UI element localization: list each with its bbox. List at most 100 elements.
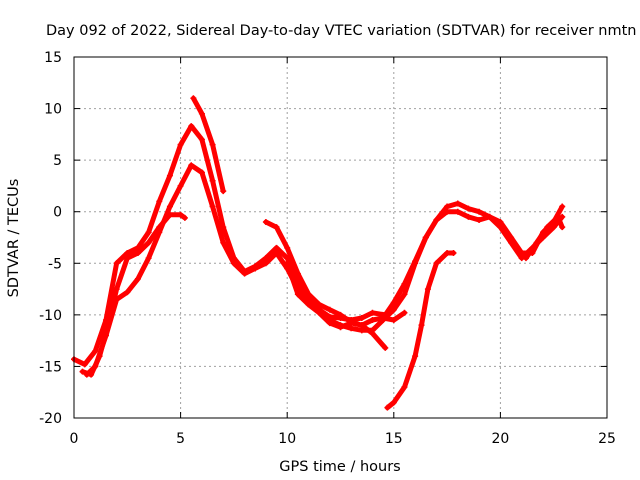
y-tick-label: 15 xyxy=(44,50,62,66)
data-point xyxy=(209,177,216,184)
data-point xyxy=(382,344,389,351)
data-point xyxy=(418,322,425,329)
x-tick-label: 5 xyxy=(176,431,185,447)
data-point xyxy=(508,239,515,246)
data-point xyxy=(305,291,312,298)
data-point xyxy=(326,306,333,313)
series-track-6 xyxy=(384,250,456,411)
data-point xyxy=(209,203,216,210)
data-point xyxy=(230,260,237,267)
data-point xyxy=(390,317,397,324)
data-point xyxy=(145,229,152,236)
data-point xyxy=(220,239,227,246)
data-point xyxy=(273,244,280,251)
data-point xyxy=(273,224,280,231)
data-point xyxy=(96,353,103,360)
data-point xyxy=(390,299,397,306)
data-point xyxy=(134,249,141,256)
data-point xyxy=(188,162,195,169)
data-point xyxy=(369,330,376,337)
data-point xyxy=(316,301,323,308)
data-point xyxy=(348,320,355,327)
data-point xyxy=(422,234,429,241)
data-point xyxy=(190,95,197,102)
data-point xyxy=(198,169,205,176)
data-point xyxy=(559,203,566,210)
data-point xyxy=(358,322,365,329)
data-point xyxy=(294,291,301,298)
data-point xyxy=(177,141,184,148)
y-tick-label: 5 xyxy=(53,153,62,169)
data-point xyxy=(433,216,440,223)
data-point xyxy=(412,353,419,360)
data-point xyxy=(124,289,131,296)
data-point xyxy=(433,260,440,267)
data-point xyxy=(380,314,387,321)
series-layer xyxy=(71,95,566,411)
data-point xyxy=(337,324,344,331)
x-axis-label: GPS time / hours xyxy=(279,459,400,475)
data-point xyxy=(401,384,408,391)
data-point xyxy=(476,216,483,223)
data-point xyxy=(522,255,529,262)
data-point xyxy=(145,239,152,246)
data-point xyxy=(412,258,419,265)
series-track-7 xyxy=(284,260,388,351)
series-track-4 xyxy=(190,95,226,194)
data-point xyxy=(145,255,152,262)
data-point xyxy=(188,123,195,130)
data-point xyxy=(113,286,120,293)
data-point xyxy=(252,265,259,272)
data-point xyxy=(166,203,173,210)
series-track-5 xyxy=(263,219,407,328)
data-point xyxy=(284,244,291,251)
y-axis-label: SDTVAR / TECUs xyxy=(6,179,22,298)
x-tick-label: 10 xyxy=(278,431,296,447)
data-point xyxy=(88,371,95,378)
data-point xyxy=(465,213,472,220)
data-point xyxy=(444,203,451,210)
data-point xyxy=(454,208,461,215)
x-tick-label: 25 xyxy=(598,431,616,447)
data-point xyxy=(401,280,408,287)
data-point xyxy=(384,404,391,411)
y-tick-label: 0 xyxy=(53,205,62,221)
data-point xyxy=(401,291,408,298)
label-layer: 0 5 10 15 20 25 -20 -15 -10 -5 0 5 10 15 xyxy=(39,50,616,447)
y-tick-label: -10 xyxy=(39,308,62,324)
data-point xyxy=(337,311,344,318)
data-point xyxy=(124,249,131,256)
data-point xyxy=(424,286,431,293)
plot-frame xyxy=(73,56,608,419)
x-tick-label: 20 xyxy=(491,431,509,447)
data-point xyxy=(209,141,216,148)
data-point xyxy=(476,208,483,215)
data-point xyxy=(284,260,291,267)
y-tick-label: -20 xyxy=(39,411,62,427)
data-point xyxy=(559,224,566,231)
data-point xyxy=(262,219,269,226)
data-point xyxy=(401,309,408,316)
data-point xyxy=(198,110,205,117)
data-point xyxy=(273,249,280,256)
data-point xyxy=(166,211,173,218)
data-point xyxy=(105,322,112,329)
data-point xyxy=(326,313,333,320)
data-point xyxy=(294,270,301,277)
data-point xyxy=(305,301,312,308)
y-tick-label: 10 xyxy=(44,102,62,118)
data-point xyxy=(326,320,333,327)
x-tick-label: 0 xyxy=(70,431,79,447)
data-point xyxy=(81,361,88,368)
data-point xyxy=(198,136,205,143)
data-point xyxy=(454,200,461,207)
tick-layer xyxy=(73,56,608,419)
data-point xyxy=(156,198,163,205)
data-point xyxy=(166,172,173,179)
data-point xyxy=(92,347,99,354)
data-point xyxy=(241,270,248,277)
data-point xyxy=(134,275,141,282)
data-point xyxy=(316,309,323,316)
data-point xyxy=(554,213,561,220)
